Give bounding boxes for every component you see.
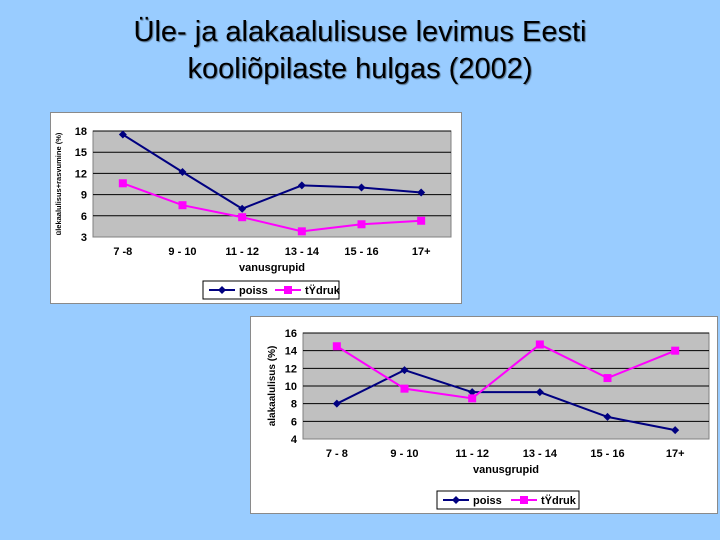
chart1-y-tick-label: 18	[75, 126, 87, 138]
chart2-legend-swatch-marker	[520, 496, 528, 504]
chart2-x-tick-label: 11 - 12	[455, 448, 489, 460]
chart1-point-tudruk	[357, 220, 366, 229]
slide-title-line-2: kooliõpilaste hulgas (2002)	[187, 53, 533, 85]
chart1-legend-swatch-marker	[218, 286, 226, 294]
chart1-x-tick-label: 17+	[412, 246, 431, 258]
chart1-point-tudruk	[118, 179, 127, 188]
chart2-x-axis-label: vanusgrupid	[473, 464, 539, 476]
chart2-point-tudruk	[671, 346, 680, 355]
chart1-x-tick-label: 13 - 14	[285, 246, 320, 258]
chart1-point-poiss	[357, 183, 366, 192]
chart1-x-axis-label: vanusgrupid	[239, 262, 305, 274]
chart2-x-tick-label: 17+	[666, 448, 685, 460]
slide-title-line-1: Üle- ja alakaalulisuse levimus Eesti	[133, 16, 587, 48]
chart1-x-tick-label: 9 - 10	[168, 246, 196, 258]
chart2-point-poiss	[603, 412, 612, 421]
chart1-y-tick-label: 12	[75, 168, 87, 180]
chart1-point-tudruk	[417, 216, 426, 225]
chart2-point-poiss	[671, 426, 680, 435]
chart1-series-line-tudruk	[122, 182, 422, 233]
chart1-plot-area	[92, 130, 452, 238]
chart2-point-tudruk	[400, 384, 409, 393]
chart1-y-tick-label: 15	[75, 147, 87, 159]
overweight-chart: 3 6 9 12 15 18 7 -8 9 - 10 11 - 12 13 - 14 15 - 16…	[50, 112, 462, 304]
chart2-legend-swatch-marker	[452, 496, 460, 504]
underweight-chart-svg: 4 6 8 10 12 14 16 7 - 8 9 - 10 11 - 12 13 - 14 15 -…	[267, 328, 710, 510]
chart2-point-tudruk	[603, 374, 612, 383]
chart2-point-tudruk	[332, 342, 341, 351]
chart1-point-poiss	[118, 130, 127, 139]
chart1-point-poiss	[238, 204, 247, 213]
chart2-series-line-tudruk	[336, 343, 676, 400]
chart2-point-tudruk	[468, 394, 477, 403]
chart2-y-tick-label: 6	[291, 416, 297, 428]
chart2-point-tudruk	[535, 340, 544, 349]
chart1-legend	[202, 280, 340, 300]
chart1-legend-label: poiss	[239, 285, 268, 297]
chart1-legend-swatch-marker	[284, 286, 292, 294]
slide-title: Üle- ja alakaalulisuse levimus Eesti koo…	[0, 14, 720, 88]
chart1-point-tudruk	[297, 227, 306, 236]
chart1-legend-label: tŸdruk	[305, 284, 341, 297]
underweight-chart: 4 6 8 10 12 14 16 7 - 8 9 - 10 11 - 12 13 - 14 15 -…	[250, 316, 718, 514]
chart2-point-poiss	[535, 388, 544, 397]
chart2-y-tick-label: 16	[285, 328, 297, 340]
chart2-x-tick-label: 9 - 10	[390, 448, 418, 460]
chart1-x-tick-label: 7 -8	[113, 246, 132, 258]
chart2-legend-label: tŸdruk	[541, 494, 577, 507]
chart1-y-axis-label: ülekaalulisus+rasvumine (%)	[54, 132, 63, 235]
chart2-legend	[436, 490, 580, 510]
chart1-x-tick-label: 15 - 16	[344, 246, 378, 258]
chart2-y-tick-label: 12	[285, 363, 297, 375]
chart1-x-tick-label: 11 - 12	[225, 246, 259, 258]
chart1-point-poiss	[297, 181, 306, 190]
chart1-point-tudruk	[178, 201, 187, 210]
chart2-series-line-poiss	[336, 369, 676, 432]
chart1-y-tick-label: 3	[81, 232, 87, 244]
chart2-y-tick-label: 10	[285, 381, 297, 393]
chart1-series-line-poiss	[122, 133, 422, 210]
chart2-y-axis-label: alakaalulisus (%)	[267, 346, 278, 427]
overweight-chart-svg: 3 6 9 12 15 18 7 -8 9 - 10 11 - 12 13 - 14 15 - 16…	[54, 126, 452, 300]
chart1-point-tudruk	[238, 213, 247, 222]
chart2-point-poiss	[468, 388, 477, 397]
chart2-y-tick-label: 14	[285, 346, 298, 358]
chart2-legend-label: poiss	[473, 495, 502, 507]
chart1-point-poiss	[417, 188, 426, 197]
chart2-point-poiss	[400, 366, 409, 375]
chart2-point-poiss	[332, 399, 341, 408]
chart2-x-tick-label: 15 - 16	[590, 448, 624, 460]
chart2-x-tick-label: 13 - 14	[523, 448, 558, 460]
chart1-y-tick-label: 6	[81, 211, 87, 223]
chart2-y-tick-label: 4	[291, 434, 298, 446]
chart2-y-tick-label: 8	[291, 399, 297, 411]
chart1-y-tick-label: 9	[81, 190, 87, 202]
chart1-point-poiss	[178, 167, 187, 176]
chart2-x-tick-label: 7 - 8	[326, 448, 348, 460]
